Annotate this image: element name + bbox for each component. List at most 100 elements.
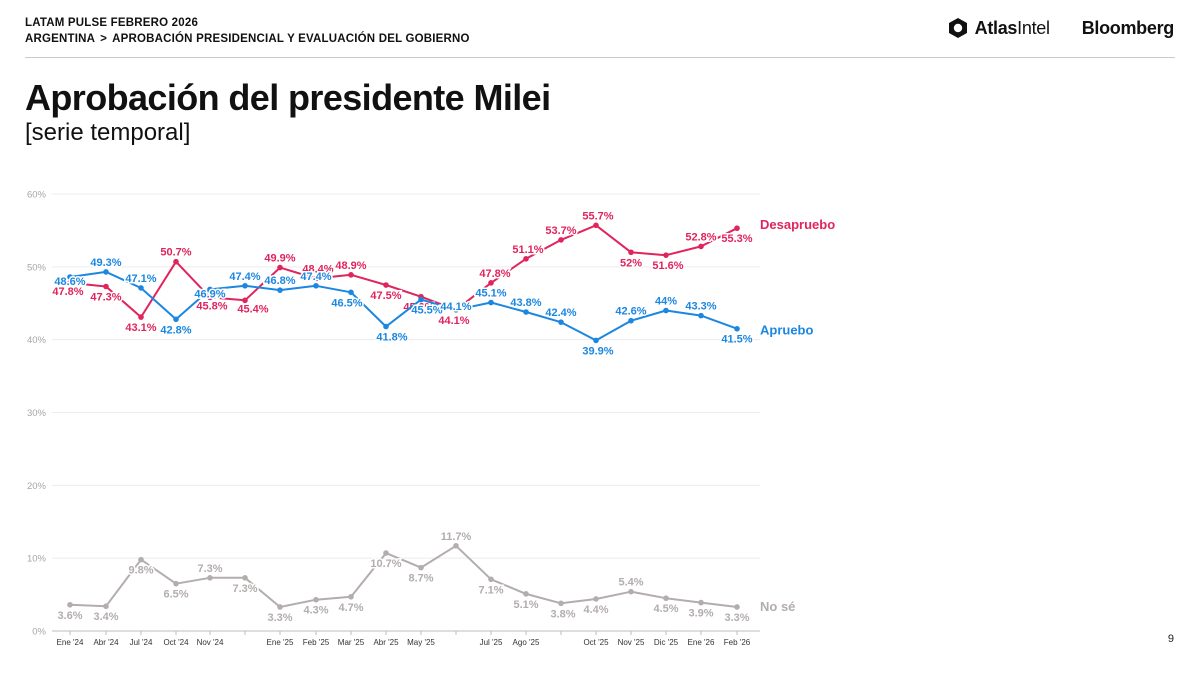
data-label: 47.3% xyxy=(90,291,121,303)
data-label: 44% xyxy=(655,296,677,308)
data-point xyxy=(242,575,248,581)
data-point xyxy=(313,282,319,289)
y-tick-label: 30% xyxy=(27,408,47,419)
breadcrumb-parent: ARGENTINA xyxy=(25,33,96,45)
x-tick-label: Dic '25 xyxy=(654,638,679,647)
y-tick-label: 0% xyxy=(32,627,46,638)
data-label: 51.1% xyxy=(512,244,543,256)
data-point xyxy=(418,296,424,303)
data-point xyxy=(698,312,704,319)
page-subtitle: [serie temporal] xyxy=(25,119,191,146)
data-label: 7.1% xyxy=(478,584,503,596)
data-label: 55.3% xyxy=(721,233,752,245)
data-point xyxy=(488,280,494,286)
data-label: 43.1% xyxy=(125,322,156,334)
data-label: 50.7% xyxy=(160,247,191,259)
data-point xyxy=(348,289,354,296)
brand-atlas-regular: Intel xyxy=(1017,17,1050,38)
header: LATAM PULSE FEBRERO 2026 ARGENTINA > APROB… xyxy=(25,15,470,47)
x-tick-label: Feb '25 xyxy=(303,638,330,647)
data-point xyxy=(453,542,459,549)
data-label: 46.5% xyxy=(331,297,362,309)
data-point xyxy=(242,297,248,304)
x-tick-label: Abr '25 xyxy=(373,638,399,647)
data-label: 4.5% xyxy=(653,603,678,615)
data-point xyxy=(663,252,669,258)
data-point xyxy=(138,285,144,291)
data-label: 7.3% xyxy=(232,583,257,595)
data-point xyxy=(488,576,494,583)
data-point xyxy=(173,580,179,587)
breadcrumb: ARGENTINA > APROBACIÓN PRESIDENCIAL Y EVAL… xyxy=(25,31,470,47)
data-label: 52.8% xyxy=(685,231,716,243)
data-label: 49.3% xyxy=(90,257,121,269)
data-label: 47.1% xyxy=(125,273,156,285)
data-label: 6.5% xyxy=(163,589,188,601)
series-line xyxy=(69,544,738,608)
data-label: 8.7% xyxy=(408,573,433,585)
data-point xyxy=(348,593,354,600)
data-point xyxy=(734,225,740,232)
x-tick-label: Jul '25 xyxy=(480,638,503,647)
y-tick-label: 20% xyxy=(27,481,47,492)
data-label: 55.7% xyxy=(582,210,613,222)
data-label: 4.3% xyxy=(303,605,328,617)
data-point xyxy=(663,595,669,602)
data-label: 45.8% xyxy=(196,300,227,312)
data-label: 4.4% xyxy=(583,604,608,616)
data-point xyxy=(173,258,179,265)
data-label: 42.8% xyxy=(160,324,191,336)
data-point xyxy=(173,316,179,323)
data-label: 45.1% xyxy=(475,288,506,300)
data-point xyxy=(383,323,389,330)
data-label: 4.7% xyxy=(338,602,363,614)
data-label: 44.1% xyxy=(440,301,471,313)
data-point xyxy=(523,256,529,262)
data-point xyxy=(628,588,634,595)
header-divider xyxy=(25,57,1175,58)
data-point xyxy=(242,282,248,289)
data-label: 11.7% xyxy=(441,531,472,543)
data-label: 46.8% xyxy=(264,275,295,287)
data-point xyxy=(313,596,319,603)
data-point xyxy=(277,604,283,610)
x-tick-label: Oct '24 xyxy=(163,638,189,647)
data-label: 44.1% xyxy=(438,315,469,327)
series-name-label: No sé xyxy=(760,599,795,614)
data-point xyxy=(734,604,740,610)
x-tick-label: Jul '24 xyxy=(130,638,153,647)
data-label: 10.7% xyxy=(370,558,401,570)
x-tick-label: Ago '25 xyxy=(513,638,540,647)
data-label: 47.8% xyxy=(52,286,83,298)
data-label: 3.9% xyxy=(688,608,713,620)
data-label: 43.8% xyxy=(510,297,541,309)
breadcrumb-child: APROBACIÓN PRESIDENCIAL Y EVALUACIÓN DEL… xyxy=(112,33,470,45)
data-label: 48.9% xyxy=(335,260,366,272)
data-point xyxy=(558,237,564,243)
data-point xyxy=(698,243,704,250)
data-point xyxy=(593,222,599,229)
data-label: 9.8% xyxy=(128,565,153,577)
x-tick-label: May '25 xyxy=(407,638,435,647)
data-label: 5.4% xyxy=(618,577,643,589)
atlasintel-mark-icon xyxy=(948,18,967,38)
data-label: 42.4% xyxy=(545,307,576,319)
atlasintel-logo: AtlasIntel xyxy=(947,17,1050,39)
data-label: 47.5% xyxy=(370,290,401,302)
data-point xyxy=(418,564,424,571)
data-label: 39.9% xyxy=(582,345,613,357)
data-label: 42.6% xyxy=(615,306,646,318)
y-tick-label: 60% xyxy=(27,190,47,201)
data-label: 41.8% xyxy=(376,332,407,344)
data-point xyxy=(734,325,740,332)
brand-logos: AtlasIntel Bloomberg xyxy=(947,17,1174,39)
data-point xyxy=(207,294,213,301)
x-tick-label: Oct '25 xyxy=(583,638,609,647)
data-label: 3.6% xyxy=(57,610,82,622)
data-point xyxy=(103,283,109,290)
data-label: 49.9% xyxy=(264,253,295,265)
data-point xyxy=(277,287,283,293)
data-point xyxy=(558,600,564,607)
data-label: 46.9% xyxy=(194,288,225,300)
